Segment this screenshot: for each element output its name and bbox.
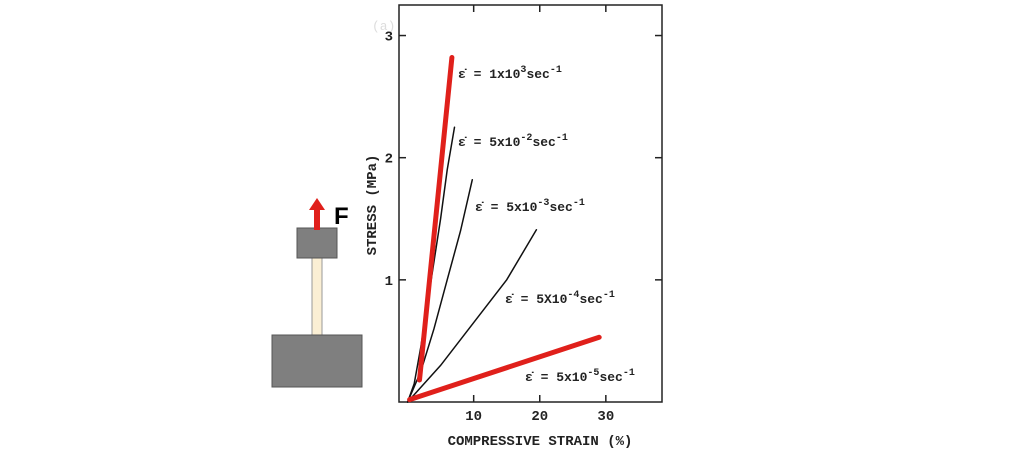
rate-annotation: ε̇ = 1x103sec-1 xyxy=(458,65,562,82)
rate-unit-exponent: -1 xyxy=(556,133,568,144)
rate-unit-exponent: -1 xyxy=(623,368,635,379)
x-tick-label: 30 xyxy=(597,409,614,425)
y-axis-label: STRESS (MPa) xyxy=(365,155,381,256)
rate-base: ε̇ = 5x10 xyxy=(458,135,521,150)
top-block xyxy=(296,227,338,259)
rate-unit-exponent: -1 xyxy=(603,290,615,301)
y-tick-label: 2 xyxy=(385,152,393,168)
rate-unit: sec xyxy=(526,67,550,82)
rate-unit-exponent: -1 xyxy=(573,198,585,209)
rate-annotation: ε̇ = 5x10-3sec-1 xyxy=(475,198,585,215)
rate-exponent: -4 xyxy=(567,290,579,301)
rate-unit-exponent: -1 xyxy=(550,65,562,76)
rate-base: ε̇ = 1x10 xyxy=(458,67,521,82)
rate-exponent: -3 xyxy=(537,198,549,209)
rate-exponent: -2 xyxy=(520,133,532,144)
data-curve xyxy=(406,229,538,403)
y-tick-label: 1 xyxy=(385,274,393,290)
rate-base: ε̇ = 5x10 xyxy=(475,200,538,215)
rate-base: ε̇ = 5X10 xyxy=(505,292,568,307)
rate-exponent: 3 xyxy=(520,65,526,76)
rate-exponent: -5 xyxy=(587,368,599,379)
rate-unit: sec xyxy=(549,200,573,215)
fit-line xyxy=(407,334,602,403)
force-arrowhead xyxy=(309,198,325,210)
rate-annotation: ε̇ = 5x10-2sec-1 xyxy=(458,133,568,150)
rate-annotation: ε̇ = 5X10-4sec-1 xyxy=(505,290,615,307)
x-tick-label: 20 xyxy=(531,409,548,425)
force-label: F xyxy=(334,203,349,230)
rate-unit: sec xyxy=(579,292,603,307)
x-tick-label: 10 xyxy=(465,409,482,425)
x-axis-label: COMPRESSIVE STRAIN (%) xyxy=(448,434,633,450)
base-block xyxy=(271,334,363,388)
fit-line xyxy=(417,55,455,383)
rate-unit: sec xyxy=(599,370,623,385)
plot-frame xyxy=(398,4,663,403)
y-tick-label: 3 xyxy=(385,30,393,46)
rate-unit: sec xyxy=(532,135,556,150)
panel-label: (a) xyxy=(372,19,395,34)
rod xyxy=(311,257,323,337)
rate-base: ε̇ = 5x10 xyxy=(525,370,588,385)
rate-annotation: ε̇ = 5x10-5sec-1 xyxy=(525,368,635,385)
